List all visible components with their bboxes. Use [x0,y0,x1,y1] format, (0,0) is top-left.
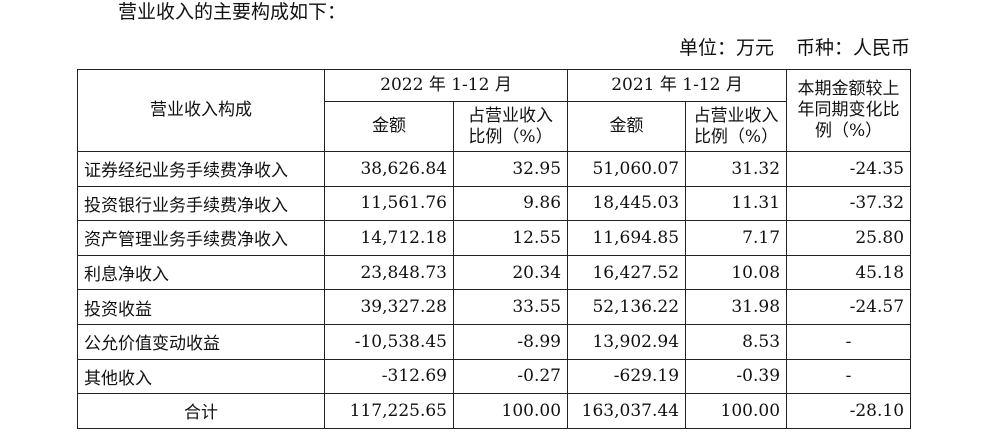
change-cell: - [786,323,912,360]
change-cell: 25.80 [786,220,912,256]
amount-2021-cell: 11,694.85 [567,220,687,256]
header-change-line2: 年同期变化比 [797,100,900,120]
table-total-row: 合计 117,225.65 100.00 163,037.44 100.00 -… [77,393,912,429]
header-change-line1: 本期金额较上 [797,79,900,99]
unit-line: 单位：万元 币种：人民币 [679,36,910,60]
amount-2021-cell: 16,427.52 [567,254,687,291]
header-change-line3: 例（%） [814,121,883,141]
row-label: 利息净收入 [77,254,325,291]
share-2021-cell: 11.31 [685,185,788,222]
amount-2021-cell: 52,136.22 [567,289,687,325]
header-period-2021: 2021 年 1-12 月 [567,69,788,102]
total-amount-2021: 163,037.44 [567,393,687,429]
header-change: 本期金额较上 年同期变化比 例（%） [786,69,912,152]
total-change: -28.10 [786,393,912,429]
change-cell: -24.57 [786,289,912,325]
total-label: 合计 [77,393,325,429]
table-row: 投资收益 39,327.28 33.55 52,136.22 31.98 -24… [77,289,912,325]
row-label: 投资银行业务手续费净收入 [77,185,325,222]
change-cell: -24.35 [786,151,912,187]
amount-2021-cell: 18,445.03 [567,185,687,222]
share-2022-cell: 12.55 [452,220,569,256]
change-cell: 45.18 [786,254,912,291]
share-2022-cell: 20.34 [452,254,569,291]
share-2021-cell: 8.53 [685,323,788,360]
share-2022-cell: -0.27 [452,358,569,395]
amount-2022-cell: -10,538.45 [324,323,454,360]
table-row: 证券经纪业务手续费净收入 38,626.84 32.95 51,060.07 3… [77,151,912,187]
amount-2022-cell: 14,712.18 [324,220,454,256]
header-composition: 营业收入构成 [77,69,325,152]
row-label: 投资收益 [77,289,325,325]
row-label: 证券经纪业务手续费净收入 [77,151,325,187]
total-share-2021: 100.00 [685,393,788,429]
revenue-composition-table: 营业收入构成 2022 年 1-12 月 2021 年 1-12 月 本期金额较… [77,69,912,429]
header-share-2021-line1: 占营业收入 [693,105,779,126]
share-2022-cell: -8.99 [452,323,569,360]
share-2021-cell: -0.39 [685,358,788,395]
amount-2022-cell: 23,848.73 [324,254,454,291]
share-2022-cell: 33.55 [452,289,569,325]
row-label: 资产管理业务手续费净收入 [77,220,325,256]
currency-label: 币种：人民币 [795,37,910,59]
table-row: 利息净收入 23,848.73 20.34 16,427.52 10.08 45… [77,254,912,291]
amount-2022-cell: 39,327.28 [324,289,454,325]
header-amount-2021: 金额 [567,101,687,152]
row-label: 其他收入 [77,358,325,395]
table-row: 公允价值变动收益 -10,538.45 -8.99 13,902.94 8.53… [77,323,912,360]
header-period-2022: 2022 年 1-12 月 [323,69,569,102]
share-2021-cell: 31.32 [685,151,788,187]
total-share-2022: 100.00 [452,393,569,429]
table-row: 投资银行业务手续费净收入 11,561.76 9.86 18,445.03 11… [77,185,912,222]
amount-2022-cell: 11,561.76 [324,185,454,222]
row-label: 公允价值变动收益 [77,323,325,360]
amount-2022-cell: 38,626.84 [324,151,454,187]
unit-label: 单位：万元 [678,37,774,59]
intro-text: 营业收入的主要构成如下： [118,1,347,23]
header-share-2022-line2: 比例（%） [468,126,553,147]
table-row: 其他收入 -312.69 -0.27 -629.19 -0.39 - [77,358,912,395]
amount-2022-cell: -312.69 [324,358,454,395]
change-cell: - [786,358,912,395]
amount-2021-cell: 51,060.07 [567,151,687,187]
share-2021-cell: 7.17 [685,220,788,256]
header-share-2021: 占营业收入 比例（%） [685,101,788,152]
amount-2021-cell: -629.19 [567,358,687,395]
change-cell: -37.32 [786,185,912,222]
table-row: 资产管理业务手续费净收入 14,712.18 12.55 11,694.85 7… [77,220,912,256]
header-share-2022-line1: 占营业收入 [468,105,553,126]
header-share-2022: 占营业收入 比例（%） [452,101,569,152]
share-2022-cell: 32.95 [452,151,569,187]
header-share-2021-line2: 比例（%） [693,126,779,147]
header-amount-2022: 金额 [324,101,454,152]
share-2022-cell: 9.86 [452,185,569,222]
share-2021-cell: 31.98 [685,289,788,325]
share-2021-cell: 10.08 [685,254,788,291]
amount-2021-cell: 13,902.94 [567,323,687,360]
total-amount-2022: 117,225.65 [324,393,454,429]
